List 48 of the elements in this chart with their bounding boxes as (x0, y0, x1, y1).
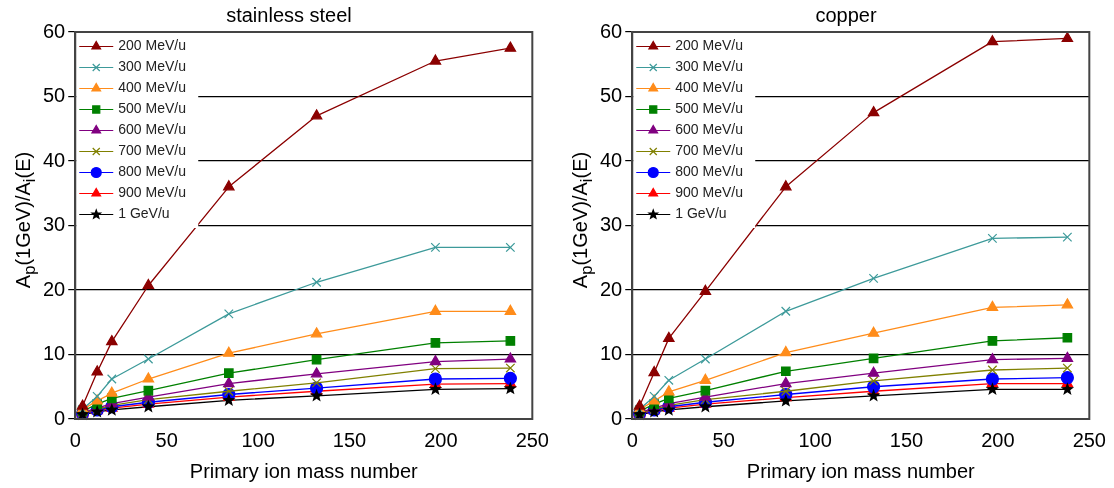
x-tick-label: 150 (332, 428, 367, 451)
y-tick-label: 0 (611, 406, 623, 429)
y-tick-label: 10 (600, 342, 623, 365)
legend-label: 400 MeV/u (675, 79, 743, 96)
y-tick-label: 50 (600, 84, 623, 107)
chart-title: copper (815, 3, 877, 26)
x-tick-label: 250 (515, 428, 549, 451)
y-tick-label: 40 (600, 148, 623, 171)
legend-label: 800 MeV/u (118, 163, 186, 180)
y-tick-label: 60 (43, 19, 66, 42)
y-tick-label: 20 (600, 277, 623, 300)
x-axis-title: Primary ion mass number (189, 459, 419, 482)
legend-label: 1 GeV/u (118, 205, 170, 222)
y-tick-label: 30 (43, 213, 66, 236)
y-tick-label: 10 (43, 342, 66, 365)
legend-label: 400 MeV/u (118, 79, 186, 96)
legend-label: 300 MeV/u (675, 58, 743, 75)
x-axis-title: Primary ion mass number (746, 459, 976, 482)
legend-label: 800 MeV/u (675, 163, 743, 180)
legend-label: 200 MeV/u (118, 37, 186, 54)
x-tick-label: 50 (155, 428, 178, 451)
y-tick-label: 60 (600, 19, 623, 42)
legend-label: 900 MeV/u (118, 184, 186, 201)
legend-label: 700 MeV/u (675, 142, 743, 159)
x-tick-label: 100 (798, 428, 832, 451)
x-tick-label: 250 (1072, 428, 1106, 451)
legend-label: 600 MeV/u (118, 121, 186, 138)
x-tick-label: 0 (626, 428, 638, 451)
y-tick-label: 0 (54, 406, 66, 429)
legend-label: 1 GeV/u (675, 205, 727, 222)
x-tick-label: 100 (241, 428, 275, 451)
x-tick-label: 150 (889, 428, 924, 451)
y-tick-label: 50 (43, 84, 66, 107)
legend-label: 200 MeV/u (675, 37, 743, 54)
legend-label: 700 MeV/u (118, 142, 186, 159)
legend-label: 300 MeV/u (118, 58, 186, 75)
legend-label: 500 MeV/u (675, 100, 743, 117)
y-tick-label: 20 (43, 277, 66, 300)
legend-label: 900 MeV/u (675, 184, 743, 201)
x-tick-label: 200 (981, 428, 1015, 451)
y-tick-label: 30 (600, 213, 623, 236)
legend-label: 600 MeV/u (675, 121, 743, 138)
x-tick-label: 200 (424, 428, 458, 451)
x-tick-label: 50 (712, 428, 735, 451)
y-tick-label: 40 (43, 148, 66, 171)
x-tick-label: 0 (69, 428, 81, 451)
legend-label: 500 MeV/u (118, 100, 186, 117)
chart-title: stainless steel (226, 3, 352, 26)
